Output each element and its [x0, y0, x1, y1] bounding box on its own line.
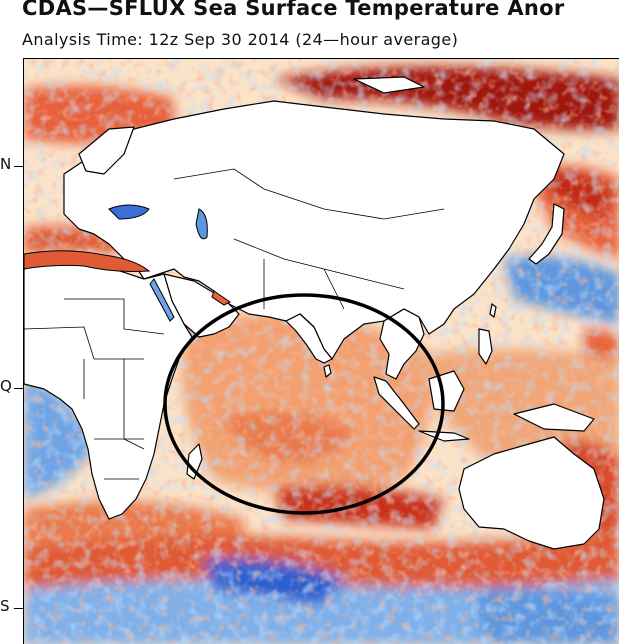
caspian-sea — [195, 208, 208, 240]
japan — [528, 203, 565, 265]
land-masses — [24, 76, 605, 550]
sumatra — [373, 376, 420, 430]
map-title: CDAS—SFLUX Sea Surface Temperature Anor — [22, 0, 565, 20]
lat-label-south: S — [0, 597, 10, 615]
sri-lanka — [323, 364, 332, 378]
lat-label-equator: Q — [0, 377, 12, 395]
lat-tick-equator — [14, 388, 23, 389]
country-borders — [24, 168, 445, 480]
philippines — [478, 328, 493, 365]
taiwan — [489, 303, 497, 318]
madagascar — [186, 443, 203, 480]
arctic-island — [353, 76, 425, 94]
red-sea — [149, 278, 175, 322]
map-subtitle: Analysis Time: 12z Sep 30 2014 (24—hour … — [22, 30, 459, 49]
lat-label-north: N — [0, 155, 12, 173]
mediterranean — [24, 250, 151, 272]
scandinavia — [78, 126, 135, 175]
inland-seas — [24, 204, 231, 322]
persian-gulf — [211, 290, 231, 306]
india — [285, 313, 333, 364]
lat-tick-south — [14, 608, 23, 609]
map-canvas — [24, 59, 619, 644]
indochina — [379, 308, 425, 380]
black-sea — [108, 204, 150, 220]
new-guinea — [513, 403, 595, 432]
sst-anomaly-map — [23, 58, 619, 644]
lat-tick-north — [14, 166, 23, 167]
africa — [24, 258, 193, 520]
australia — [458, 436, 605, 550]
indian-ocean-highlight-ellipse — [163, 293, 445, 515]
borneo — [428, 370, 465, 412]
